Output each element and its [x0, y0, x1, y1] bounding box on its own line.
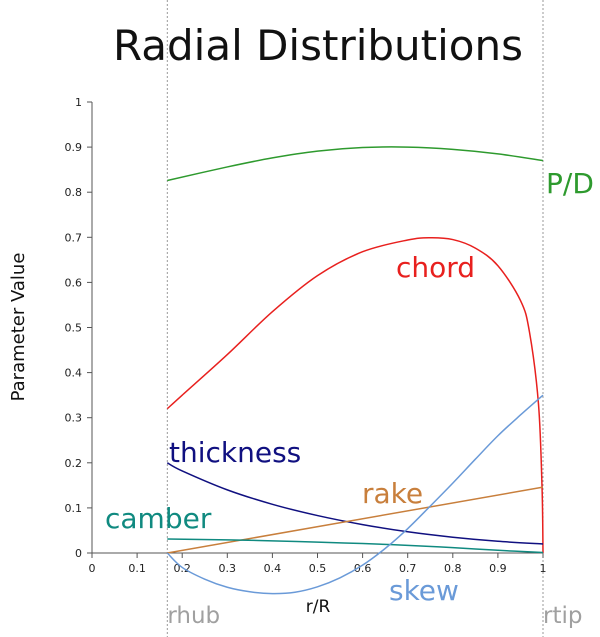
y-tick-label: 1 [75, 96, 82, 109]
y-tick-label: 0.1 [65, 502, 83, 515]
x-tick-label: 0.2 [173, 562, 191, 575]
series-line-p-d [167, 146, 544, 182]
y-tick-label: 0.6 [65, 276, 83, 289]
y-tick-0.1: 0.1 [65, 502, 92, 515]
bound-label-rhub: rhub [167, 603, 220, 629]
y-tick-label: 0.3 [65, 412, 83, 425]
y-axis-label: Parameter Value [8, 253, 29, 402]
y-tick-0.7: 0.7 [65, 231, 92, 244]
series-label-thickness: thickness [169, 436, 301, 469]
x-tick-0.9: 0.9 [489, 553, 507, 575]
chart-title: Radial Distributions [113, 21, 523, 70]
series-line-rake [167, 486, 544, 554]
y-tick-label: 0.7 [65, 231, 83, 244]
x-tick-label: 0.1 [128, 562, 146, 575]
series-line-thickness [166, 462, 544, 545]
y-tick-label: 0 [75, 547, 82, 560]
x-tick-label: 0.4 [264, 562, 282, 575]
x-tick-0.7: 0.7 [399, 553, 417, 575]
series-line-chord [166, 236, 544, 554]
bounds-layer: rhub rtip [166, 0, 582, 637]
x-tick-0.6: 0.6 [354, 553, 372, 575]
y-tick-0.6: 0.6 [65, 276, 92, 289]
x-tick-0.1: 0.1 [128, 553, 146, 575]
series-label-skew: skew [389, 574, 459, 607]
y-tick-label: 0.2 [65, 457, 83, 470]
y-tick-0.3: 0.3 [65, 412, 92, 425]
series-label-p-d: P/D [546, 167, 594, 200]
x-tick-label: 0.3 [219, 562, 237, 575]
x-tick-0.3: 0.3 [219, 553, 237, 575]
x-tick-0.5: 0.5 [309, 553, 327, 575]
series-line-camber [167, 538, 544, 554]
x-tick-0.4: 0.4 [264, 553, 282, 575]
y-tick-label: 0.9 [65, 141, 83, 154]
x-tick-label: 0.8 [444, 562, 462, 575]
y-tick-label: 0.4 [65, 367, 83, 380]
x-tick-0: 0 [89, 553, 96, 575]
bound-label-rtip: rtip [543, 603, 582, 629]
labels-layer: P/D chord thickness rake camber skew [105, 167, 594, 607]
series-label-camber: camber [105, 502, 212, 535]
y-tick-0.5: 0.5 [65, 322, 92, 335]
x-tick-label: 1 [540, 562, 547, 575]
x-tick-0.2: 0.2 [173, 553, 191, 575]
y-tick-0: 0 [75, 547, 92, 560]
y-tick-0.4: 0.4 [65, 367, 92, 380]
y-tick-0.2: 0.2 [65, 457, 92, 470]
y-tick-label: 0.8 [65, 186, 83, 199]
axes-layer: 0 0.1 0.2 0.3 0.4 0.5 0.6 0.7 0.8 0.9 1 0 0.1 0.2 0.3 0… [65, 96, 547, 575]
series-layer [166, 146, 544, 595]
series-label-chord: chord [396, 251, 475, 284]
y-tick-0.8: 0.8 [65, 186, 92, 199]
y-tick-0.9: 0.9 [65, 141, 92, 154]
x-tick-label: 0.7 [399, 562, 417, 575]
x-tick-0.8: 0.8 [444, 553, 462, 575]
y-tick-label: 0.5 [65, 322, 83, 335]
x-tick-label: 0.9 [489, 562, 507, 575]
series-line-skew [166, 394, 544, 595]
x-axis-label: r/R [306, 597, 331, 617]
x-tick-label: 0 [89, 562, 96, 575]
x-tick-label: 0.6 [354, 562, 372, 575]
x-tick-label: 0.5 [309, 562, 327, 575]
series-label-rake: rake [362, 477, 423, 510]
x-tick-1: 1 [540, 553, 547, 575]
y-tick-1: 1 [75, 96, 92, 109]
